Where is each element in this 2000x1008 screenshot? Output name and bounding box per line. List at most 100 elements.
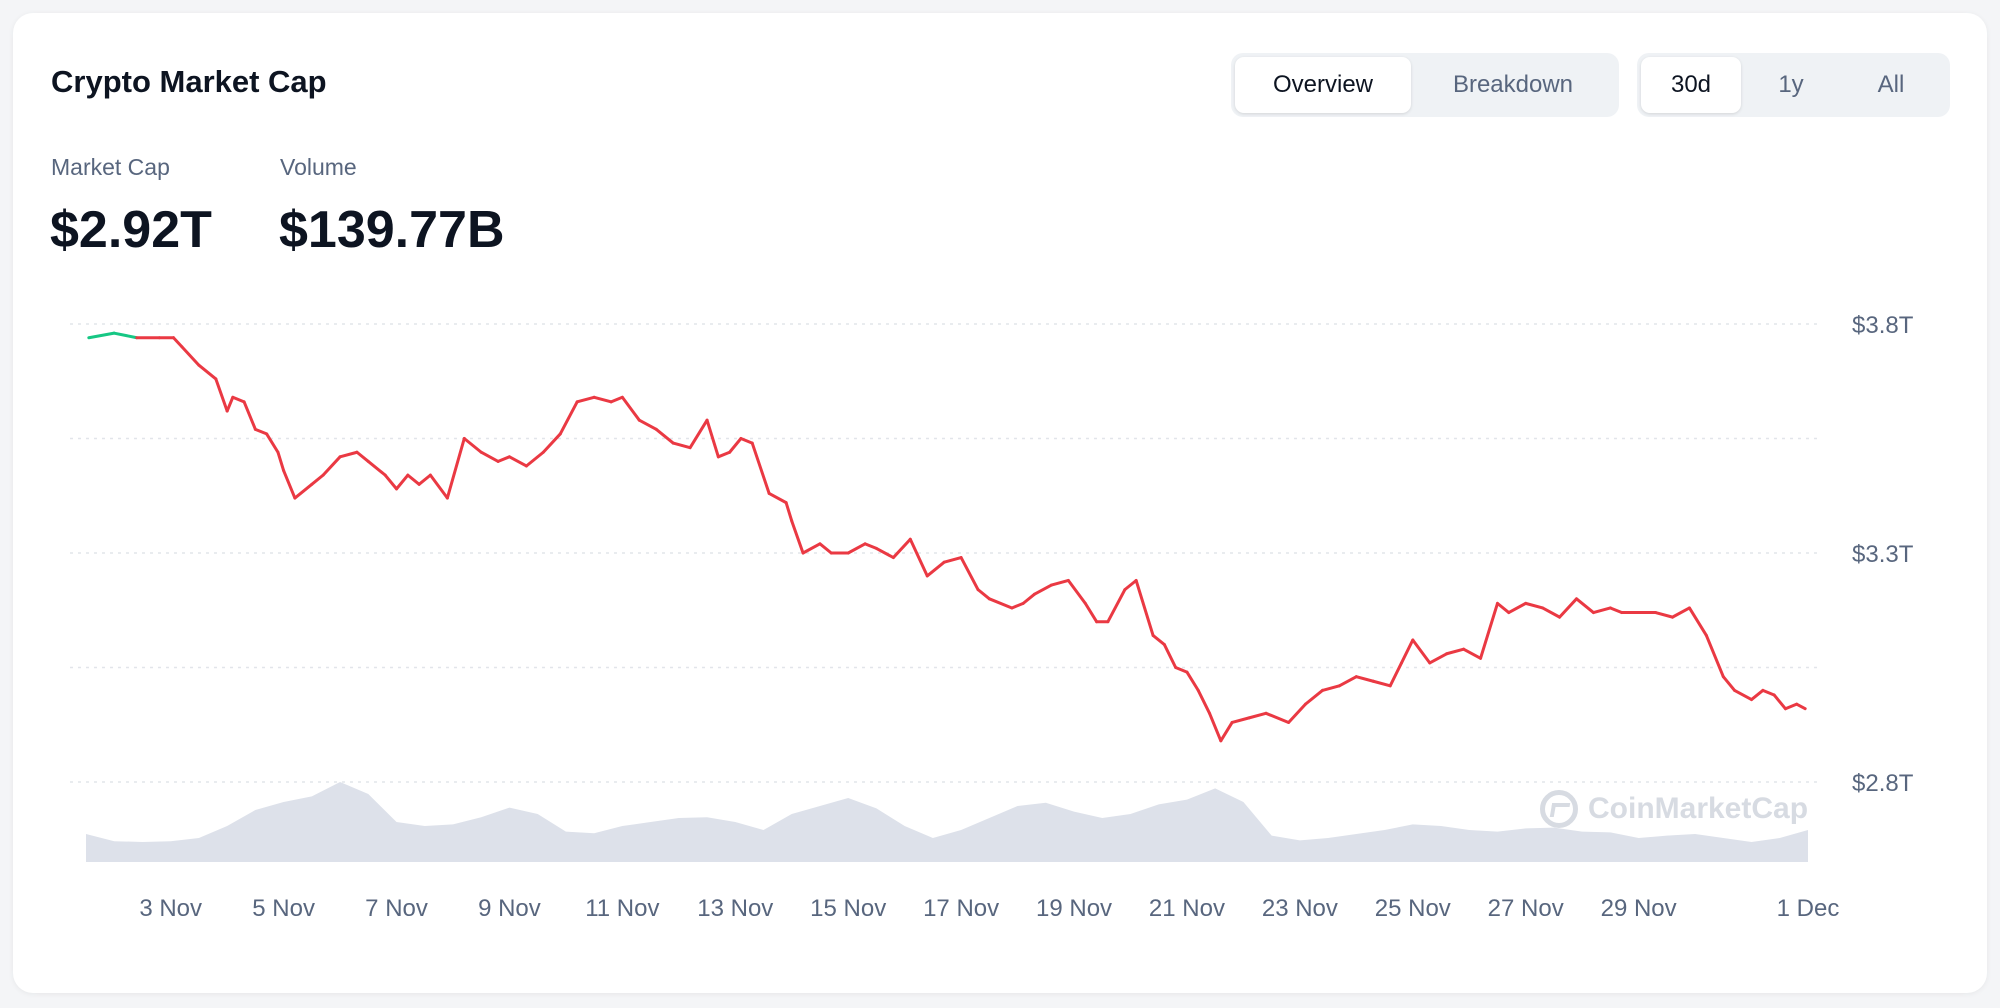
price-line-segment <box>716 450 732 459</box>
price-line-segment <box>1795 702 1807 711</box>
price-line-segment <box>1151 633 1166 647</box>
price-line-segment <box>1783 702 1799 711</box>
price-line-segment <box>1670 606 1691 619</box>
price-line-segment <box>1654 611 1674 619</box>
price-line-segment <box>366 459 387 477</box>
view-toggle: Overview Breakdown <box>1231 53 1619 117</box>
price-line-segment <box>818 542 833 555</box>
price-line-segment <box>524 450 545 468</box>
range-1y-button[interactable]: 1y <box>1778 71 1804 98</box>
price-line-segment <box>592 395 613 404</box>
price-line-segment <box>276 450 286 473</box>
price-line-segment <box>1219 720 1234 743</box>
price-line-segment <box>976 588 991 601</box>
price-line-segment <box>231 395 246 404</box>
price-line-segment <box>1371 679 1392 688</box>
price-line-segment <box>1411 638 1432 665</box>
price-line-segment <box>1733 688 1754 702</box>
price-line-segment <box>750 441 771 495</box>
price-line-segment <box>310 473 325 486</box>
price-line-segment <box>728 437 743 454</box>
price-line-segment <box>1479 601 1499 660</box>
price-line-segment <box>1287 702 1308 724</box>
price-line-segment <box>541 432 562 454</box>
range-all-button[interactable]: All <box>1877 71 1905 98</box>
price-line-segment <box>242 400 257 431</box>
price-line-segment <box>620 395 641 422</box>
tab-overview[interactable]: Overview <box>1235 57 1411 113</box>
price-line-segment <box>112 331 139 340</box>
tab-breakdown[interactable]: Breakdown <box>1452 71 1574 98</box>
price-line-segment <box>688 418 709 450</box>
price-line-segment <box>383 473 399 491</box>
price-line-segment <box>1445 647 1466 656</box>
price-line-segment <box>1507 601 1528 615</box>
price-line-segment <box>1123 578 1138 592</box>
price-line-segment <box>987 597 1014 610</box>
price-line-segment <box>1399 638 1415 665</box>
x-tick-label: 27 Nov <box>1488 895 1564 922</box>
x-tick-label: 19 Nov <box>1036 895 1112 922</box>
price-line-segment <box>1462 647 1483 660</box>
price-line-segment <box>197 363 218 381</box>
price-line-segment <box>417 473 432 486</box>
price-line-segment <box>1558 597 1579 619</box>
coinmarketcap-logo-icon <box>1540 790 1578 828</box>
price-line-segment <box>575 395 596 404</box>
price-line-segment <box>1704 633 1725 679</box>
price-line-segment <box>1337 675 1358 688</box>
x-tick-label: 13 Nov <box>697 895 773 922</box>
price-line-segment <box>925 560 946 578</box>
price-line-segment <box>739 437 754 445</box>
price-line-segment <box>1083 601 1099 624</box>
price-line-segment <box>1010 601 1025 610</box>
price-line-segment <box>558 400 579 436</box>
price-line-segment <box>1066 578 1087 605</box>
price-line-segment <box>908 537 929 578</box>
x-tick-label: 25 Nov <box>1375 895 1451 922</box>
volume-area-shape <box>86 782 1808 862</box>
price-line-segment <box>1264 711 1291 724</box>
price-line-segment <box>1021 592 1037 605</box>
price-line-segment <box>462 437 483 454</box>
price-line-segment <box>253 427 269 436</box>
price-line-segment <box>1761 688 1776 697</box>
price-line-segment <box>942 556 963 564</box>
range-30d-button[interactable]: 30d <box>1641 57 1741 113</box>
price-line-segment <box>225 395 235 413</box>
grid-lines <box>70 323 1820 783</box>
price-line-segment <box>214 377 229 413</box>
price-line-segment <box>445 437 466 500</box>
price-line-segment <box>406 473 421 486</box>
price-line-segment <box>654 427 675 445</box>
price-line-segment <box>846 542 867 555</box>
price-line-segment <box>1495 601 1511 615</box>
price-line-segment <box>496 455 511 463</box>
x-tick-label: 9 Nov <box>478 895 541 922</box>
coinmarketcap-watermark: CoinMarketCap <box>1540 790 1808 828</box>
price-line-segment <box>180 345 201 367</box>
price-line-segment <box>1230 716 1251 724</box>
price-line <box>87 331 1807 743</box>
price-line-segment <box>1185 670 1200 692</box>
price-line-segment <box>282 469 297 500</box>
price-line-segment <box>1687 606 1708 637</box>
watermark-text: CoinMarketCap <box>1588 792 1809 825</box>
price-line-segment <box>1524 601 1545 610</box>
price-line-segment <box>395 473 410 491</box>
x-tick-label: 11 Nov <box>585 895 659 922</box>
price-line-segment <box>637 418 658 431</box>
price-line-segment <box>1750 688 1765 702</box>
price-line-segment <box>705 418 720 459</box>
price-line-segment <box>321 455 342 477</box>
y-tick-label: $3.3T <box>1852 541 1914 568</box>
price-line-segment <box>1721 675 1737 692</box>
x-tick-label: 3 Nov <box>139 895 202 922</box>
price-line-segment <box>1354 675 1375 683</box>
x-tick-label: 15 Nov <box>810 895 886 922</box>
price-line-segment <box>428 473 449 500</box>
price-line-segment <box>1208 711 1223 743</box>
price-line-segment <box>1388 661 1403 688</box>
x-tick-label: 1 Dec <box>1777 895 1840 922</box>
